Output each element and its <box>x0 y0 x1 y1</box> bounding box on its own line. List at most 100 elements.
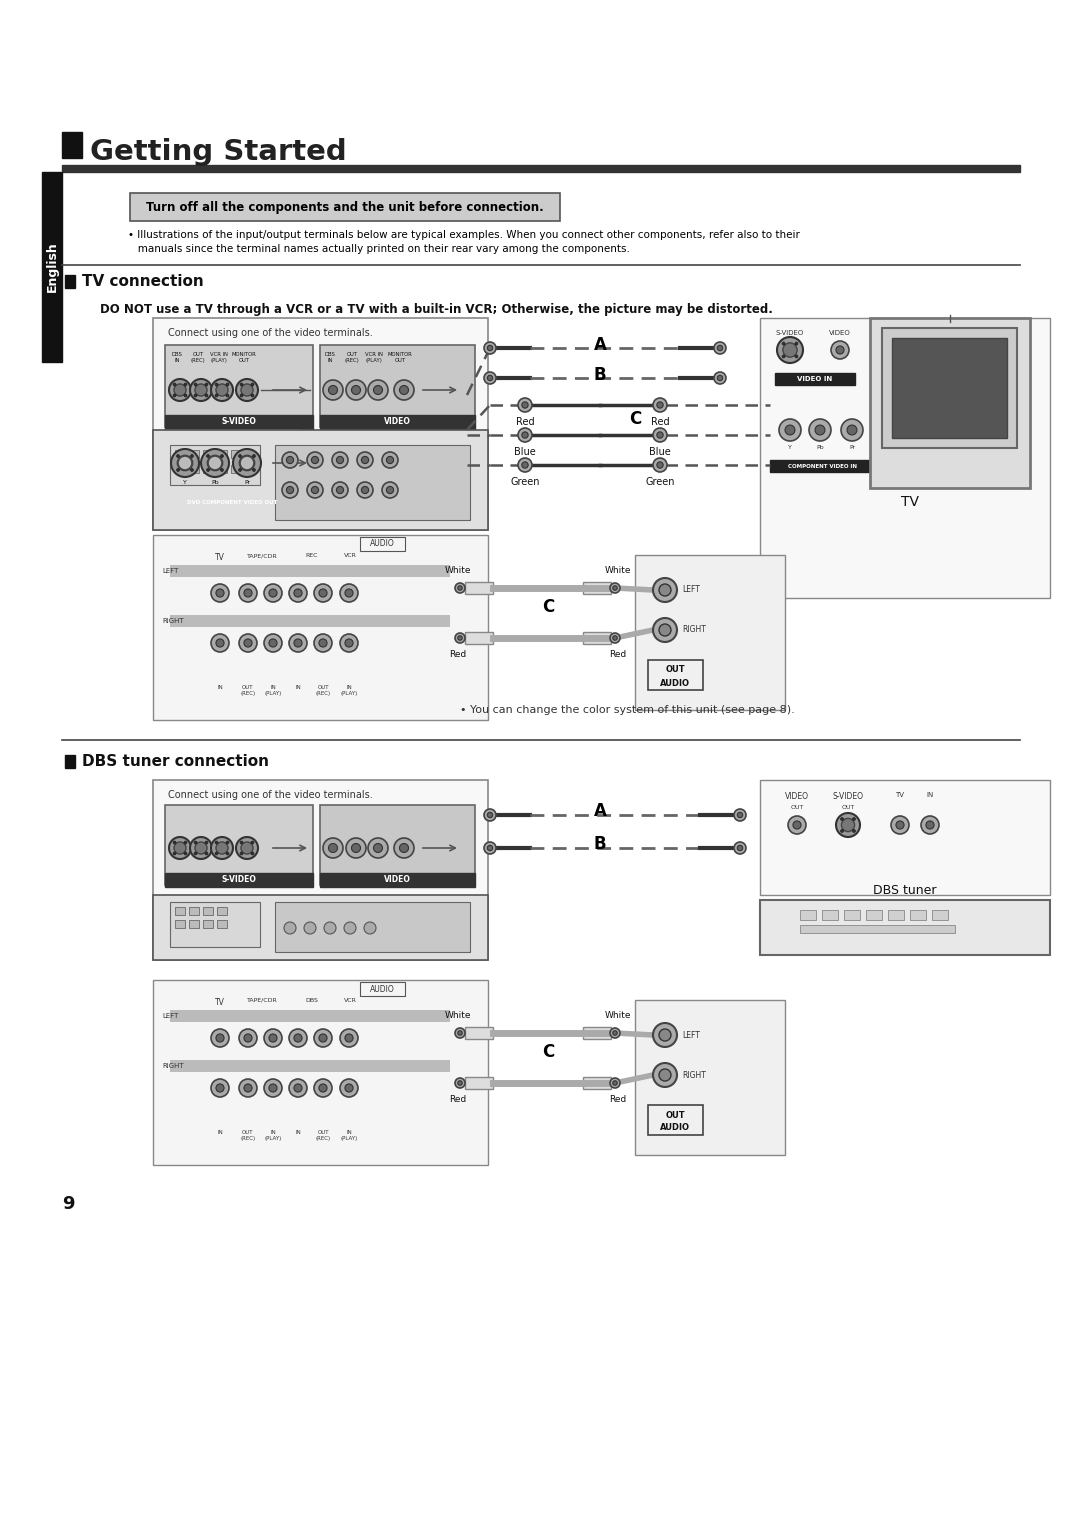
Circle shape <box>387 487 393 493</box>
Circle shape <box>368 380 388 400</box>
Text: 9: 9 <box>62 1196 75 1213</box>
Circle shape <box>173 383 176 386</box>
Circle shape <box>195 842 207 854</box>
Circle shape <box>340 583 357 602</box>
Circle shape <box>178 456 192 470</box>
Circle shape <box>237 837 258 859</box>
Bar <box>800 925 955 932</box>
Bar <box>62 132 82 158</box>
Circle shape <box>240 851 243 854</box>
Circle shape <box>345 922 356 934</box>
Circle shape <box>294 589 302 597</box>
Text: IN: IN <box>295 684 301 690</box>
Bar <box>892 338 1007 438</box>
Bar <box>175 465 185 473</box>
Circle shape <box>374 386 382 395</box>
Bar <box>130 193 561 220</box>
Circle shape <box>269 589 278 597</box>
Circle shape <box>264 1029 282 1047</box>
Circle shape <box>346 837 366 857</box>
Circle shape <box>211 1079 229 1098</box>
Circle shape <box>240 456 254 470</box>
Text: IN
(PLAY): IN (PLAY) <box>265 1130 282 1141</box>
Text: LEFT: LEFT <box>681 585 700 594</box>
Circle shape <box>484 842 496 854</box>
Circle shape <box>612 586 618 591</box>
Bar <box>153 534 488 720</box>
Circle shape <box>714 341 726 354</box>
Bar <box>360 981 405 997</box>
Circle shape <box>340 1079 357 1098</box>
Text: • You can change the color system of this unit (see page 8).: • You can change the color system of thi… <box>460 704 795 715</box>
Circle shape <box>289 1079 307 1098</box>
Text: A: A <box>594 335 607 354</box>
Circle shape <box>206 468 210 472</box>
Circle shape <box>382 452 399 468</box>
Text: TAPE/CDR: TAPE/CDR <box>246 998 278 1003</box>
Circle shape <box>319 589 327 597</box>
Bar <box>217 465 227 473</box>
Circle shape <box>328 844 337 853</box>
Circle shape <box>282 452 298 468</box>
Bar <box>153 980 488 1165</box>
Text: IN: IN <box>217 1130 222 1134</box>
Circle shape <box>783 343 797 357</box>
Circle shape <box>168 380 191 401</box>
Text: AUDIO: AUDIO <box>369 984 394 994</box>
Text: COMPONENT VIDEO IN: COMPONENT VIDEO IN <box>787 464 856 468</box>
Circle shape <box>323 837 343 857</box>
Text: OUT: OUT <box>841 805 854 810</box>
Text: Getting Started: Getting Started <box>90 138 347 165</box>
Text: LEFT: LEFT <box>162 568 178 574</box>
Bar <box>165 430 300 510</box>
Text: DO NOT use a TV through a VCR or a TV with a built-in VCR; Otherwise, the pictur: DO NOT use a TV through a VCR or a TV wi… <box>100 303 773 315</box>
Text: TV: TV <box>895 792 905 798</box>
Circle shape <box>314 1079 332 1098</box>
Circle shape <box>657 401 663 409</box>
Circle shape <box>455 1078 465 1089</box>
Circle shape <box>734 842 746 854</box>
Circle shape <box>779 419 801 441</box>
Circle shape <box>610 1027 620 1038</box>
Circle shape <box>239 1029 257 1047</box>
Circle shape <box>717 375 723 381</box>
Text: C: C <box>542 1043 554 1061</box>
Circle shape <box>455 1027 465 1038</box>
Circle shape <box>251 393 254 397</box>
Circle shape <box>194 841 197 844</box>
Bar <box>175 920 185 928</box>
Circle shape <box>653 1063 677 1087</box>
Text: Red: Red <box>515 416 535 427</box>
Text: Green: Green <box>645 478 675 487</box>
Circle shape <box>815 426 825 435</box>
Circle shape <box>206 455 210 458</box>
Circle shape <box>458 1081 462 1085</box>
Circle shape <box>240 455 255 470</box>
Text: White: White <box>605 566 631 576</box>
Circle shape <box>211 634 229 652</box>
Circle shape <box>458 1030 462 1035</box>
Text: Y: Y <box>184 481 187 485</box>
Circle shape <box>891 816 909 834</box>
Bar <box>170 615 450 628</box>
Text: C: C <box>542 599 554 615</box>
Circle shape <box>455 583 465 592</box>
Circle shape <box>251 383 254 386</box>
Bar <box>775 374 855 384</box>
Circle shape <box>194 383 197 386</box>
Text: VCR: VCR <box>343 998 356 1003</box>
Bar <box>153 896 488 960</box>
Circle shape <box>176 455 179 458</box>
Text: OUT: OUT <box>665 666 685 675</box>
Bar <box>217 920 227 928</box>
Circle shape <box>921 816 939 834</box>
Circle shape <box>269 1033 278 1043</box>
Circle shape <box>852 818 855 821</box>
Bar <box>217 450 227 458</box>
Bar <box>760 318 1050 599</box>
Circle shape <box>455 632 465 643</box>
Circle shape <box>332 452 348 468</box>
Circle shape <box>387 456 393 464</box>
Circle shape <box>926 821 934 830</box>
Bar <box>648 660 703 690</box>
